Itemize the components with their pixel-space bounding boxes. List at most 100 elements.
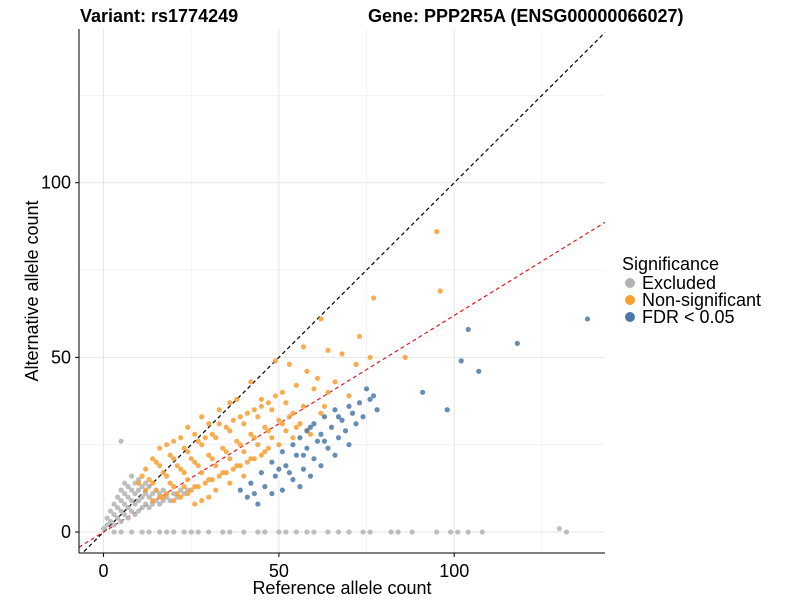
point-fdr-0-05: [279, 449, 285, 455]
point-non-significant: [244, 410, 250, 416]
point-fdr-0-05: [318, 431, 324, 437]
point-non-significant: [290, 435, 296, 441]
point-fdr-0-05: [251, 491, 257, 497]
point-non-significant: [171, 438, 177, 444]
point-excluded: [139, 484, 145, 490]
point-non-significant: [202, 435, 208, 441]
point-fdr-0-05: [297, 435, 303, 441]
point-non-significant: [241, 473, 247, 479]
point-non-significant: [185, 477, 191, 483]
point-non-significant: [192, 431, 198, 437]
point-non-significant: [164, 473, 170, 479]
point-excluded: [146, 504, 152, 511]
point-non-significant: [300, 403, 307, 409]
point-non-significant: [216, 407, 222, 413]
point-non-significant: [167, 480, 173, 486]
point-fdr-0-05: [465, 326, 471, 333]
point-non-significant: [265, 400, 271, 406]
point-fdr-0-05: [269, 491, 275, 497]
point-non-significant: [153, 487, 159, 493]
point-non-significant: [262, 449, 268, 455]
point-fdr-0-05: [300, 452, 307, 458]
point-non-significant: [318, 316, 324, 322]
point-excluded: [107, 508, 114, 514]
point-fdr-0-05: [276, 466, 282, 472]
point-excluded: [132, 491, 138, 497]
y-axis-title: Alternative allele count: [22, 200, 42, 381]
point-excluded: [455, 529, 461, 535]
y-tick-label: 100: [41, 173, 71, 193]
point-excluded: [150, 491, 156, 497]
point-non-significant: [192, 459, 198, 465]
point-non-significant: [220, 445, 226, 451]
point-non-significant: [311, 386, 317, 392]
point-excluded: [293, 529, 300, 535]
point-excluded: [100, 525, 107, 532]
point-non-significant: [290, 410, 296, 416]
point-fdr-0-05: [346, 403, 352, 409]
point-non-significant: [276, 442, 282, 448]
point-fdr-0-05: [458, 358, 464, 364]
point-non-significant: [153, 459, 159, 465]
point-non-significant: [199, 442, 205, 448]
point-excluded: [283, 529, 289, 535]
point-excluded: [171, 529, 177, 535]
point-non-significant: [181, 470, 187, 476]
point-non-significant: [227, 480, 233, 486]
point-non-significant: [293, 382, 300, 388]
point-non-significant: [167, 452, 173, 458]
point-non-significant: [146, 477, 152, 483]
point-excluded: [206, 529, 212, 535]
point-excluded: [146, 529, 152, 535]
point-non-significant: [297, 421, 303, 427]
point-non-significant: [370, 295, 377, 301]
point-excluded: [146, 484, 152, 490]
point-non-significant: [237, 463, 243, 469]
point-excluded: [164, 529, 170, 535]
point-excluded: [118, 518, 124, 525]
grid-lines: [79, 29, 605, 553]
point-fdr-0-05: [374, 407, 380, 413]
point-excluded: [111, 501, 117, 507]
point-non-significant: [171, 456, 177, 462]
point-excluded: [118, 498, 124, 504]
point-non-significant: [434, 229, 440, 235]
legend-label-excluded: Excluded: [642, 273, 716, 293]
point-fdr-0-05: [514, 340, 520, 346]
point-non-significant: [314, 375, 321, 381]
point-non-significant: [255, 414, 261, 420]
point-excluded: [388, 529, 394, 535]
point-excluded: [121, 501, 128, 507]
point-non-significant: [206, 452, 212, 458]
point-non-significant: [213, 435, 219, 441]
point-fdr-0-05: [244, 494, 250, 500]
point-non-significant: [304, 368, 310, 374]
point-excluded: [129, 529, 135, 535]
point-non-significant: [181, 484, 187, 490]
point-non-significant: [248, 379, 254, 385]
point-non-significant: [157, 463, 163, 469]
point-non-significant: [234, 438, 240, 444]
legend-title: Significance: [622, 254, 719, 274]
point-fdr-0-05: [367, 396, 373, 402]
identity-line: [81, 32, 605, 553]
point-fdr-0-05: [286, 470, 292, 476]
point-non-significant: [188, 487, 194, 493]
point-excluded: [118, 529, 124, 535]
point-fdr-0-05: [248, 480, 254, 486]
point-excluded: [118, 508, 124, 514]
point-non-significant: [272, 358, 278, 364]
point-non-significant: [265, 428, 271, 434]
point-fdr-0-05: [293, 452, 300, 458]
point-non-significant: [223, 424, 229, 430]
point-fdr-0-05: [321, 438, 328, 444]
point-non-significant: [279, 421, 285, 427]
point-excluded: [178, 487, 184, 493]
point-excluded: [125, 504, 131, 511]
point-non-significant: [216, 421, 222, 427]
point-excluded: [276, 529, 282, 535]
point-non-significant: [213, 487, 219, 493]
point-fdr-0-05: [314, 438, 321, 444]
point-non-significant: [262, 424, 268, 430]
point-excluded: [111, 511, 117, 518]
